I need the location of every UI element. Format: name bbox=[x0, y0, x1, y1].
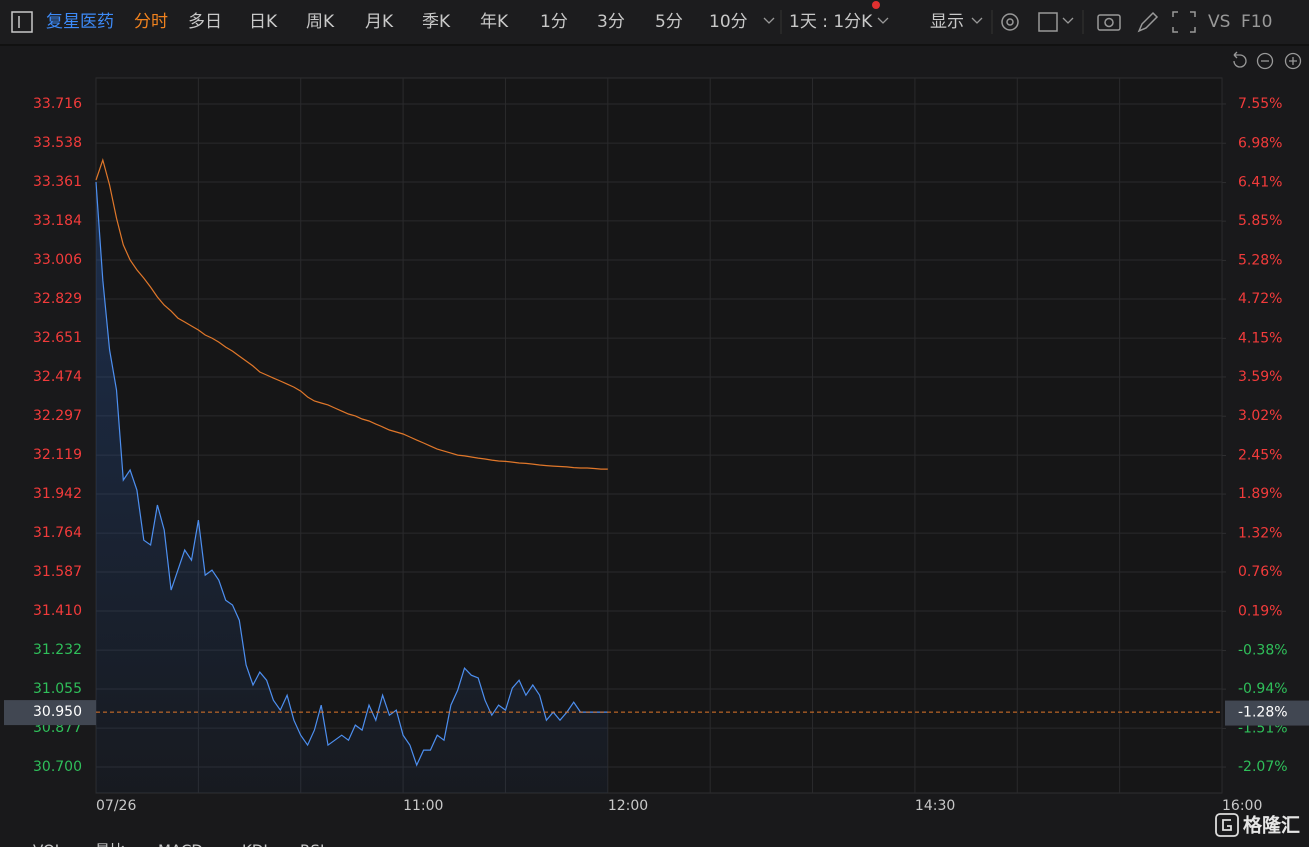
display-menu[interactable]: 显示 bbox=[930, 12, 964, 32]
stock-name[interactable]: 复星医药 bbox=[46, 12, 114, 32]
y2-tick-label: 0.19% bbox=[1238, 603, 1282, 619]
y-tick-label: 31.055 bbox=[33, 681, 82, 697]
x-tick-label: 14:30 bbox=[915, 798, 955, 814]
y-tick-label: 31.587 bbox=[33, 564, 82, 580]
period-tab[interactable]: 日K bbox=[249, 12, 278, 32]
y-tick-label: 32.651 bbox=[33, 330, 82, 346]
period-tab[interactable]: 季K bbox=[422, 12, 451, 32]
camera-icon[interactable] bbox=[1097, 14, 1121, 31]
range-arrow bbox=[877, 17, 889, 24]
price-line bbox=[95, 181, 608, 767]
indicator-tab[interactable]: KDJ bbox=[242, 842, 268, 847]
y2-tick-label: 2.45% bbox=[1238, 447, 1282, 463]
y-tick-label: 30.700 bbox=[33, 759, 82, 775]
period-tab[interactable]: 周K bbox=[306, 12, 335, 32]
indicator-tab[interactable]: 量比 bbox=[95, 842, 125, 847]
y2-tick-label: 4.72% bbox=[1238, 291, 1282, 307]
period-tab[interactable]: 1分 bbox=[540, 12, 568, 32]
toolbar-border bbox=[0, 44, 1309, 46]
y-tick-label: 31.410 bbox=[33, 603, 82, 619]
vs-button[interactable]: VS bbox=[1208, 12, 1230, 32]
draw-icon[interactable] bbox=[1137, 11, 1159, 33]
period-tab[interactable]: 年K bbox=[480, 12, 509, 32]
settings-icon[interactable] bbox=[1001, 13, 1019, 31]
period-tab[interactable]: 分时 bbox=[134, 12, 168, 32]
y-tick-label: 33.538 bbox=[33, 135, 82, 151]
y-tick-label: 32.119 bbox=[33, 447, 82, 463]
x-tick-label: 07/26 bbox=[96, 798, 136, 814]
period-tab[interactable]: 多日 bbox=[188, 12, 222, 32]
display-arrow bbox=[971, 17, 983, 24]
y-tick-label: 31.764 bbox=[33, 525, 82, 541]
y2-tick-label: 4.15% bbox=[1238, 330, 1282, 346]
price-area bbox=[96, 182, 608, 793]
y-tick-label: 33.006 bbox=[33, 252, 82, 268]
y2-tick-label: 5.85% bbox=[1238, 213, 1282, 229]
sidebar-toggle[interactable] bbox=[11, 11, 33, 33]
more-periods-arrow[interactable] bbox=[763, 17, 775, 24]
y2-tick-label: 7.55% bbox=[1238, 96, 1282, 112]
watermark: 格隆汇 bbox=[1243, 814, 1300, 837]
last-price-box bbox=[4, 700, 96, 726]
fullscreen-icon[interactable] bbox=[1172, 11, 1196, 33]
y2-tick-label: -2.07% bbox=[1238, 759, 1288, 775]
plot bbox=[95, 78, 1223, 793]
y2-tick-label: -0.38% bbox=[1238, 643, 1288, 659]
y-tick-label: 31.232 bbox=[33, 642, 82, 658]
settings-icon-core bbox=[1006, 18, 1014, 26]
zoom-in-icon[interactable] bbox=[1284, 52, 1302, 70]
y2-tick-label: 3.02% bbox=[1238, 408, 1282, 424]
reset-icon[interactable] bbox=[1233, 51, 1247, 68]
toolbar bbox=[0, 0, 1309, 44]
range-selector[interactable]: 1天 : 1分K bbox=[789, 12, 873, 32]
period-tab[interactable]: 3分 bbox=[597, 12, 625, 32]
plot-area bbox=[95, 77, 1223, 794]
y-tick-label: 32.829 bbox=[33, 291, 82, 307]
y2-tick-label: -0.94% bbox=[1238, 681, 1288, 697]
last-change-box bbox=[1225, 700, 1309, 726]
y2-tick-label: 1.89% bbox=[1238, 486, 1282, 502]
y-tick-label: 33.184 bbox=[33, 213, 82, 229]
y-tick-label: 32.474 bbox=[33, 369, 82, 385]
y2-tick-label: 6.41% bbox=[1238, 175, 1282, 191]
indicator-tab[interactable]: RSI bbox=[300, 842, 324, 847]
average-line bbox=[95, 157, 608, 470]
x-tick-label: 11:00 bbox=[403, 798, 443, 814]
zoom-in-plus bbox=[1289, 57, 1297, 65]
last-change-label: -1.28% bbox=[1238, 705, 1288, 721]
last-price-label: 30.950 bbox=[33, 704, 82, 720]
period-tab[interactable]: 月K bbox=[365, 12, 394, 32]
y2-tick-label: 6.98% bbox=[1238, 135, 1282, 151]
indicator-tab[interactable]: MACD bbox=[158, 842, 203, 847]
logo-icon bbox=[1215, 813, 1239, 837]
camera-lens bbox=[1104, 17, 1114, 28]
y-tick-label: 33.716 bbox=[33, 96, 82, 112]
y-tick-label: 33.361 bbox=[33, 174, 82, 190]
f10-button[interactable]: F10 bbox=[1241, 12, 1272, 32]
y2-tick-label: 0.76% bbox=[1238, 564, 1282, 580]
period-tab[interactable]: 5分 bbox=[655, 12, 683, 32]
zoom-out-icon[interactable] bbox=[1256, 52, 1274, 70]
y-tick-label: 31.942 bbox=[33, 486, 82, 502]
y-tick-label: 32.297 bbox=[33, 408, 82, 424]
period-tab[interactable]: 10分 bbox=[709, 12, 748, 32]
x-tick-label: 12:00 bbox=[608, 798, 648, 814]
notification-dot bbox=[872, 1, 880, 9]
x-tick-label: 16:00 bbox=[1222, 798, 1262, 814]
y2-tick-label: 1.32% bbox=[1238, 525, 1282, 541]
y2-tick-label: 3.59% bbox=[1238, 369, 1282, 385]
box-arrow bbox=[1062, 17, 1074, 24]
y2-tick-label: 5.28% bbox=[1238, 252, 1282, 268]
logo-mark bbox=[1222, 819, 1232, 831]
indicator-tab[interactable]: VOL bbox=[33, 842, 64, 847]
box-icon[interactable] bbox=[1038, 12, 1058, 32]
